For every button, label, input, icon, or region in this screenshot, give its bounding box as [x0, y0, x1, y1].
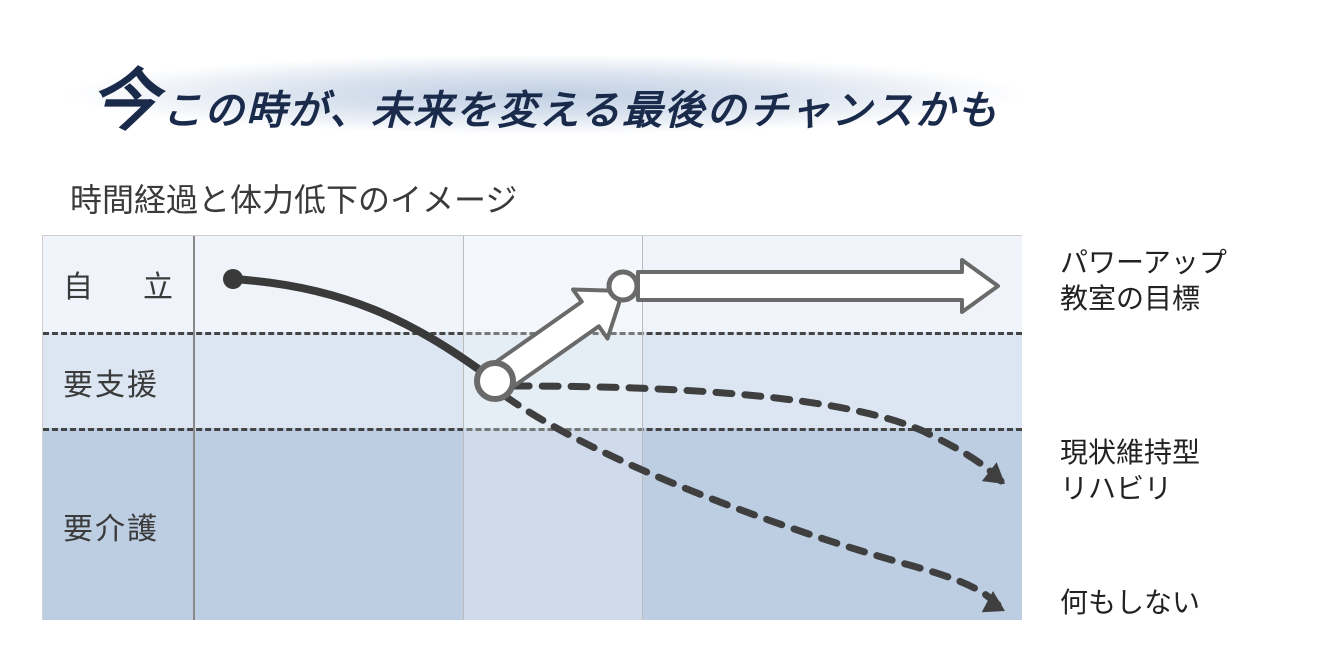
- chart-area: 自 立 要支援 要介護: [42, 235, 1022, 620]
- legend-powerup: パワーアップ 教室の目標: [1060, 245, 1227, 318]
- chart-subtitle: 時間経過と体力低下のイメージ: [70, 175, 517, 221]
- title-banner: 今 この時が、未来を変える最後のチャンスかも: [60, 35, 1029, 154]
- band-label-independent: 自 立: [63, 262, 183, 306]
- legend-maintain-l1: 現状維持型: [1060, 435, 1200, 471]
- title-emph: 今: [90, 45, 158, 144]
- intervention-column: [463, 236, 643, 620]
- legend-nothing-l1: 何もしない: [1060, 585, 1200, 621]
- legend-powerup-l1: パワーアップ: [1060, 245, 1227, 281]
- legend-maintain: 現状維持型 リハビリ: [1060, 435, 1200, 508]
- y-axis-line: [193, 236, 195, 620]
- band-label-support: 要支援: [63, 360, 159, 404]
- legend-maintain-l2: リハビリ: [1060, 471, 1200, 507]
- legend-powerup-l2: 教室の目標: [1060, 281, 1227, 317]
- title-rest: この時が、未来を変える最後のチャンスかも: [162, 78, 999, 136]
- band-label-care: 要介護: [63, 504, 159, 548]
- legend-nothing: 何もしない: [1060, 585, 1200, 621]
